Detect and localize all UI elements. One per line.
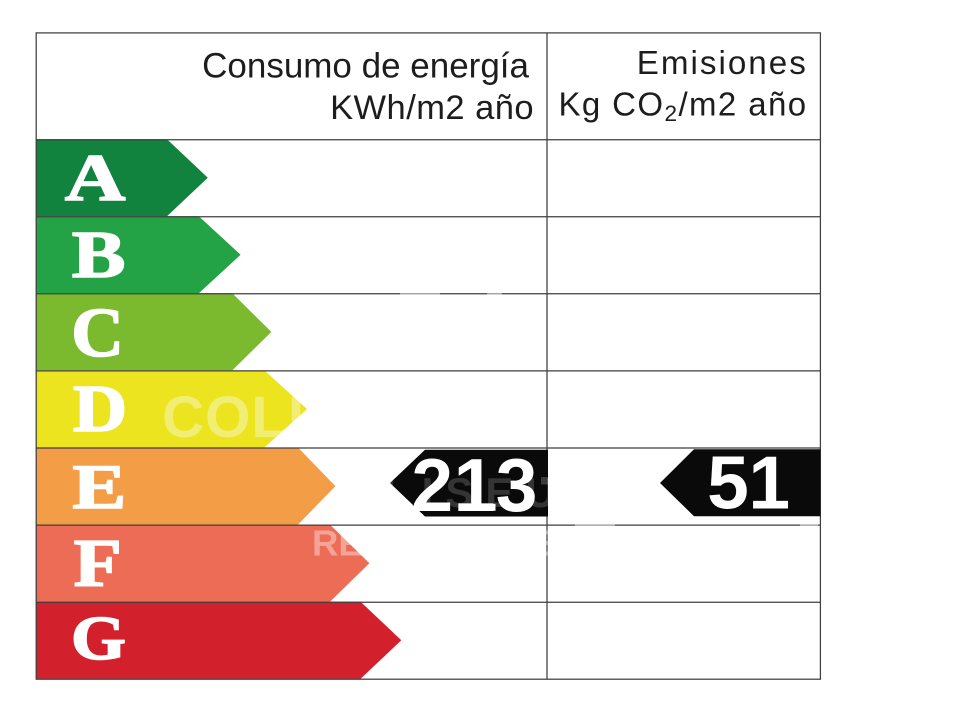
svg-text:D: D <box>73 373 127 446</box>
svg-text:51: 51 <box>707 441 789 525</box>
svg-text:A: A <box>65 141 126 215</box>
svg-text:C: C <box>71 296 124 372</box>
svg-text:Emisiones: Emisiones <box>637 45 808 82</box>
svg-text:REAL ESTATE: REAL ESTATE <box>312 523 559 564</box>
svg-text:213: 213 <box>411 443 538 527</box>
svg-text:F: F <box>74 525 122 601</box>
svg-text:B: B <box>72 218 126 292</box>
svg-text:Consumo de energía: Consumo de energía <box>202 47 529 86</box>
svg-text:E: E <box>73 451 127 522</box>
svg-text:COLISEUM: COLISEUM <box>162 385 477 450</box>
svg-text:G: G <box>71 603 126 673</box>
svg-text:KWh/m2 año: KWh/m2 año <box>330 89 534 127</box>
svg-text:Kg CO2/m2 año: Kg CO2/m2 año <box>558 86 807 127</box>
